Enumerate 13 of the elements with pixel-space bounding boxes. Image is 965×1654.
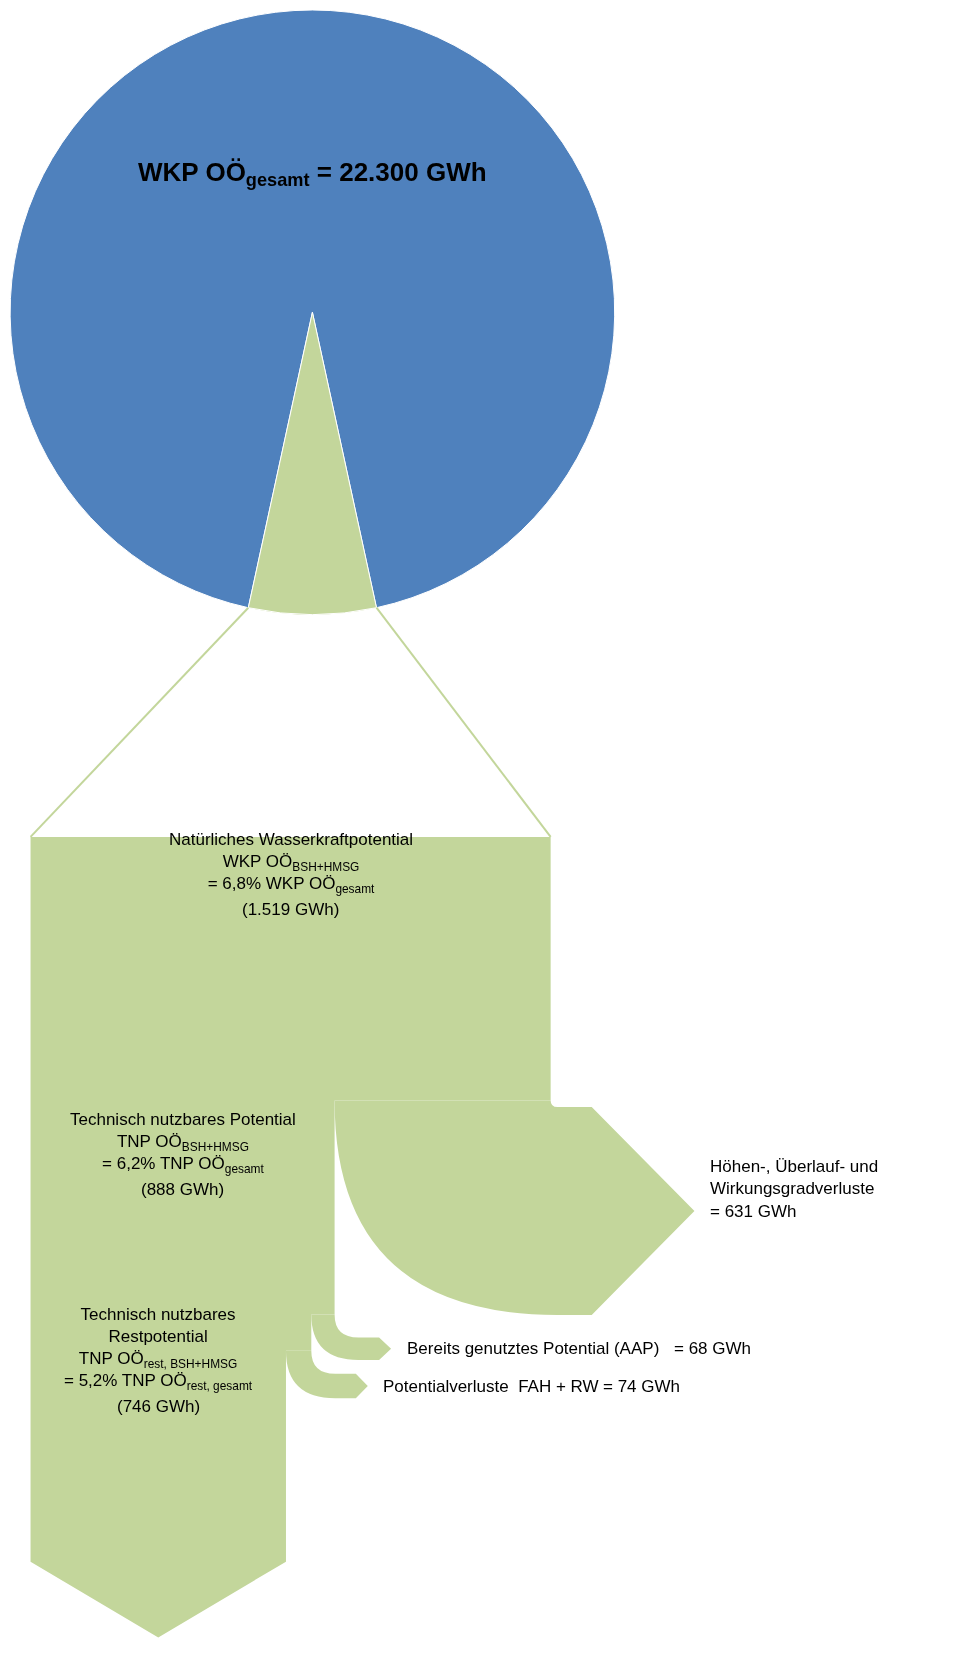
category-label: Höhen-, Überlauf- und Wirkungsgradverluste [710, 1157, 879, 1199]
data-label: = 68 GWh [674, 1339, 752, 1358]
data-label: (888 GWh) [141, 1180, 225, 1199]
category-label: Potentialverluste FAH + RW [383, 1377, 599, 1396]
category-label: Natürliches Wasserkraftpotential WKP OÖ$_{BSH+HMSG}$ = 6,8% WKP OÖ$_{gesamt}$ [169, 830, 414, 896]
category-label: Technisch nutzbares Potential TNP OÖ$_{BSH+HMSG}$ = 6,2% TNP OÖ$_{gesamt}$ [70, 1110, 296, 1176]
data-label: = 631 GWh [710, 1202, 797, 1221]
category-label: Bereits genutztes Potential (AAP) [407, 1339, 660, 1358]
data-label: (746 GWh) [117, 1397, 201, 1416]
category-label: Technisch nutzbares Restpotential TNP OÖ$_{rest, BSH+HMSG}$ = 5,2% TNP OÖ$_{rest, gesamt}$ [64, 1305, 253, 1393]
text: WKP OÖ$_{gesamt}$ = 22.300 GWh [138, 157, 487, 191]
data-label: = 74 GWh [603, 1377, 681, 1396]
data-label: (1.519 GWh) [242, 900, 340, 919]
